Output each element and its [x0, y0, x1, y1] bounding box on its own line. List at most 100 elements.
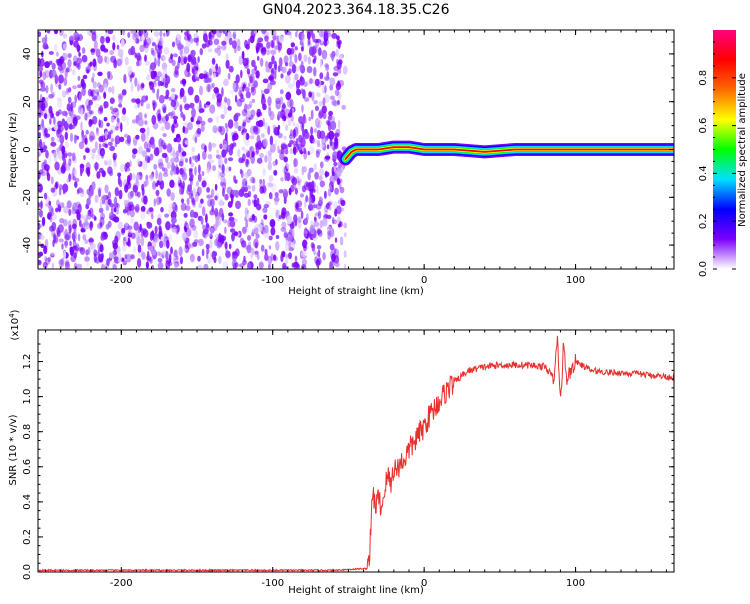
noise-blob — [268, 175, 274, 183]
noise-blob — [57, 98, 63, 109]
noise-blob — [179, 104, 183, 112]
noise-blob — [124, 221, 129, 227]
noise-blob — [117, 48, 124, 58]
noise-blob — [244, 63, 249, 69]
noise-blob — [93, 89, 100, 94]
noise-blob — [312, 33, 316, 43]
noise-blob — [197, 173, 202, 182]
noise-blob — [285, 257, 288, 266]
noise-blob — [179, 187, 184, 195]
noise-blob — [97, 242, 103, 251]
noise-blob — [132, 119, 136, 124]
noise-blob — [217, 158, 224, 166]
noise-blob — [189, 253, 195, 263]
noise-blob — [281, 104, 286, 109]
noise-blob — [297, 207, 303, 213]
noise-blob — [283, 232, 288, 239]
noise-blob — [213, 38, 220, 46]
noise-blob — [262, 168, 266, 176]
noise-blob — [174, 156, 179, 163]
noise-blob — [183, 95, 187, 104]
noise-blob — [122, 107, 127, 115]
noise-blob — [121, 114, 127, 122]
noise-blob — [270, 253, 274, 262]
noise-blob — [252, 34, 255, 42]
noise-blob — [140, 132, 146, 142]
noise-blob — [278, 35, 284, 44]
noise-blob — [184, 103, 190, 111]
noise-blob — [216, 149, 220, 154]
noise-blob — [319, 180, 325, 188]
noise-blob — [278, 189, 284, 194]
noise-blob — [190, 162, 195, 168]
noise-blob — [311, 91, 315, 102]
noise-blob — [148, 207, 154, 213]
noise-blob — [303, 217, 308, 225]
noise-blob — [241, 146, 246, 151]
noise-blob — [48, 93, 54, 99]
noise-blob — [145, 261, 149, 269]
noise-blob — [256, 134, 261, 145]
noise-blob — [206, 163, 213, 172]
noise-blob — [141, 36, 146, 41]
noise-blob — [286, 215, 293, 225]
noise-blob — [72, 114, 77, 122]
noise-blob — [223, 106, 228, 116]
noise-blob — [156, 91, 159, 100]
noise-blob — [167, 261, 173, 267]
noise-blob — [100, 263, 105, 269]
noise-blob — [146, 222, 153, 229]
noise-blob — [82, 82, 87, 90]
noise-blob — [301, 264, 307, 269]
noise-blob — [51, 62, 56, 70]
noise-blob — [335, 58, 339, 65]
noise-blob — [156, 217, 162, 226]
noise-blob — [83, 134, 88, 144]
noise-blob — [212, 125, 218, 134]
noise-blob — [224, 96, 228, 103]
noise-blob — [307, 171, 312, 181]
noise-blob — [154, 44, 158, 51]
noise-blob — [329, 77, 336, 86]
noise-blob — [93, 216, 97, 221]
noise-blob — [219, 171, 226, 177]
noise-blob — [173, 250, 177, 259]
noise-blob — [127, 225, 133, 230]
noise-blob — [206, 248, 210, 255]
noise-blob — [278, 111, 281, 119]
noise-blob — [113, 161, 118, 168]
noise-blob — [89, 65, 95, 71]
noise-blob — [183, 225, 187, 231]
noise-blob — [85, 129, 89, 135]
noise-blob — [53, 30, 59, 35]
noise-blob — [206, 83, 212, 93]
noise-blob — [265, 150, 269, 157]
noise-blob — [101, 194, 107, 201]
noise-blob — [201, 248, 205, 257]
noise-blob — [270, 227, 276, 236]
snr-x-tick-label: 100 — [566, 578, 585, 589]
noise-blob — [224, 226, 227, 234]
noise-blob — [58, 202, 64, 207]
noise-blob — [246, 68, 251, 75]
noise-blob — [309, 78, 313, 85]
spectrogram-x-tick-label: -200 — [110, 275, 133, 286]
noise-blob — [285, 62, 288, 67]
noise-blob — [295, 122, 300, 131]
noise-blob — [207, 153, 213, 160]
colorbar-tick-label: 0.4 — [698, 165, 709, 181]
noise-blob — [53, 124, 59, 131]
noise-blob — [210, 83, 214, 90]
noise-blob — [156, 196, 161, 206]
noise-blob — [165, 89, 170, 97]
noise-blob — [150, 249, 157, 256]
noise-blob — [231, 82, 237, 91]
noise-blob — [268, 47, 271, 54]
noise-blob — [52, 239, 55, 248]
noise-blob — [145, 135, 149, 144]
noise-blob — [270, 143, 276, 153]
noise-blob — [172, 150, 176, 161]
noise-blob — [123, 133, 129, 138]
noise-blob — [100, 44, 106, 52]
noise-blob — [275, 129, 278, 136]
